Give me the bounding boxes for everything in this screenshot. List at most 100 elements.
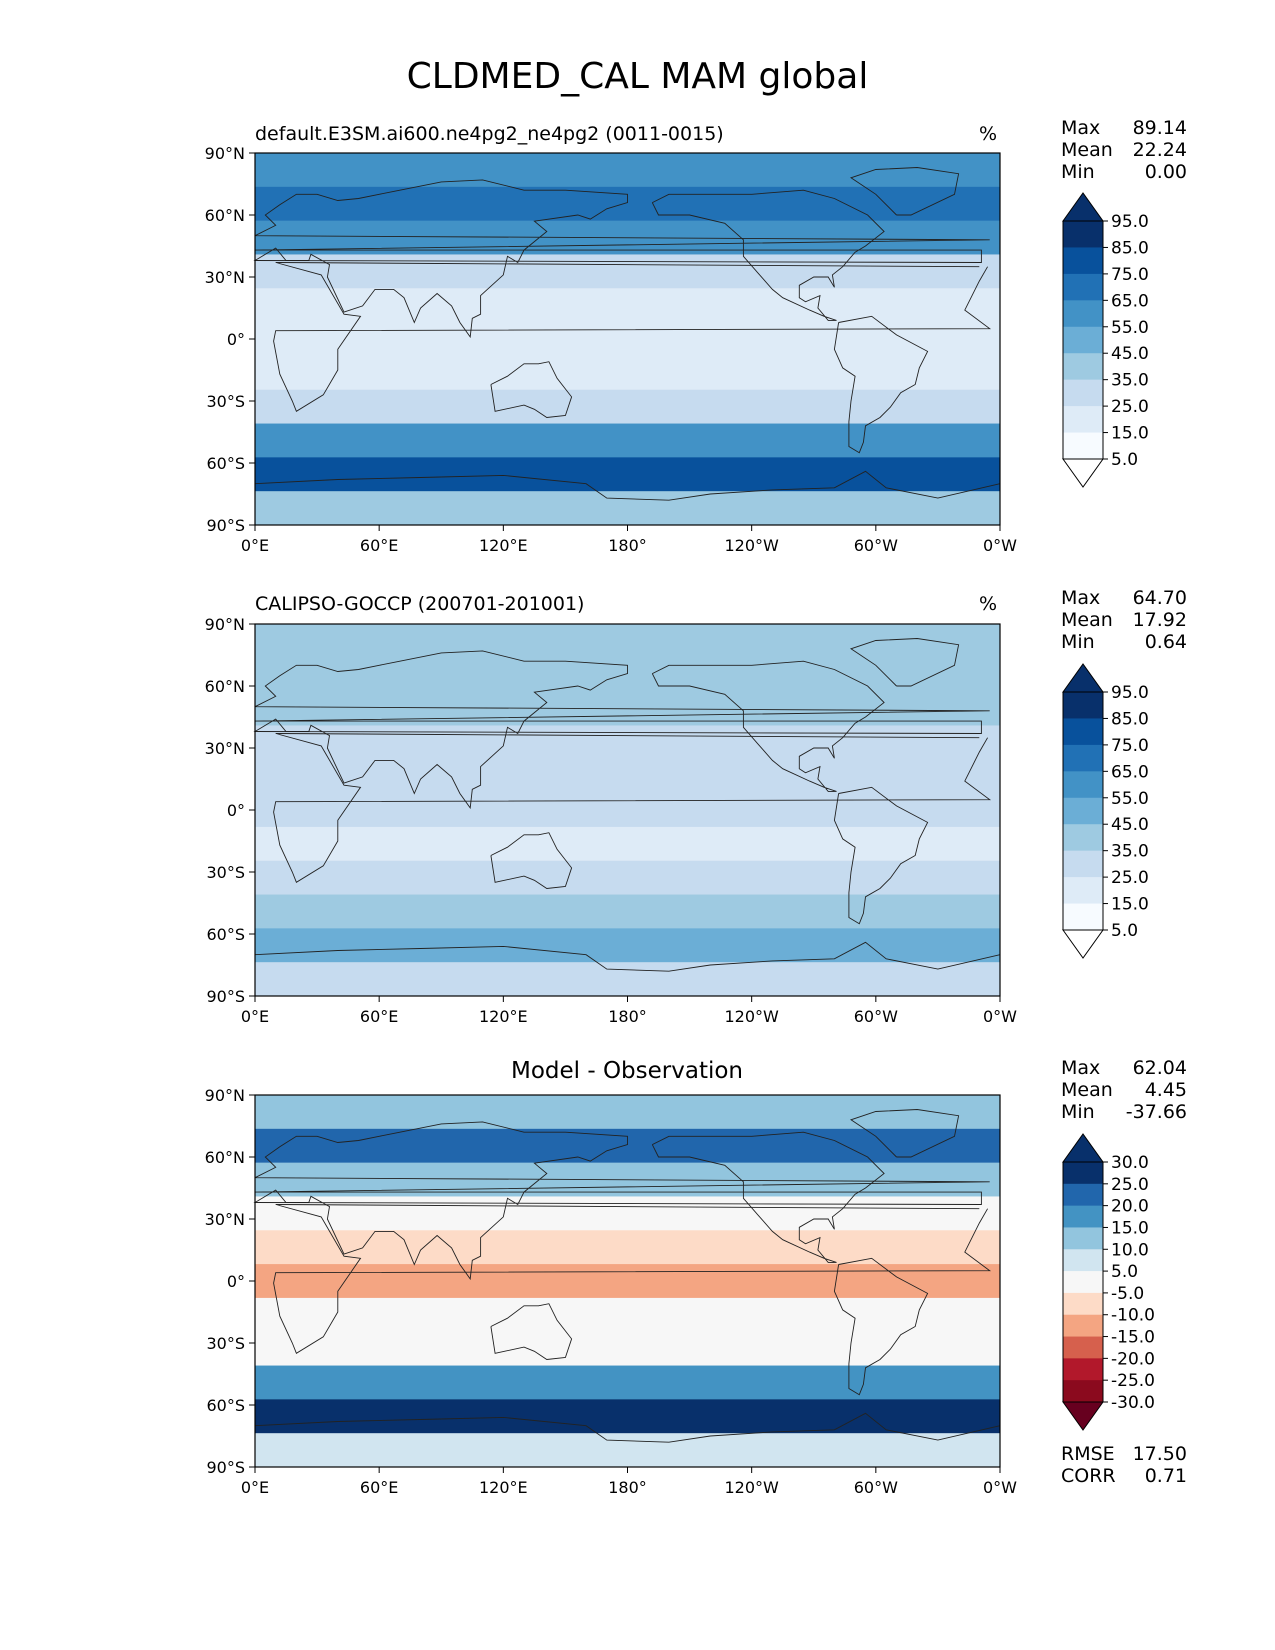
lon-tick-label: 0°W [983,1007,1017,1026]
colorbar-extend-top [1062,1133,1104,1163]
colorbar: 30.025.020.015.010.05.0-5.0-10.0-15.0-20… [1062,1133,1155,1431]
coastline [849,1109,960,1158]
field-band [255,1095,1000,1130]
lon-tick-label: 0°W [983,1478,1017,1497]
colorbar-segment [1063,1183,1103,1207]
coastline [651,1131,885,1263]
field-band [255,1331,1000,1367]
colorbar-label: -10.0 [1111,1306,1155,1326]
lon-tick-label: 120°W [724,1478,779,1497]
lat-tick-label: 90°S [206,516,245,535]
lon-tick-label: 180° [608,1007,647,1026]
lat-tick-label: 90°N [205,1086,245,1105]
coastline [273,733,992,883]
lat-tick-label: 0° [227,330,245,349]
colorbar-label: 85.0 [1111,709,1149,729]
field-band [255,657,1000,693]
colorbar-segment [1063,824,1103,852]
colorbar-label: 15.0 [1111,1218,1149,1238]
colorbar-segment [1063,1314,1103,1337]
colorbar-label: 5.0 [1111,921,1138,941]
colorbar-extend-top [1062,192,1104,222]
field-band [255,1264,1000,1299]
observation-panel-units: % [979,593,998,615]
field-band [255,759,1000,794]
colorbar-label: 15.0 [1111,424,1149,444]
field-band [255,1365,1000,1400]
field-band [255,1230,1000,1265]
coastline [833,315,929,454]
colorbar-segment [1063,1336,1103,1359]
colorbar-label: 85.0 [1111,238,1149,258]
colorbar-frame [1062,1161,1104,1403]
field-band [255,826,1000,862]
lon-tick-label: 60°W [854,536,898,555]
colorbar-label: -25.0 [1111,1371,1155,1391]
lat-tick-label: 0° [227,801,245,820]
colorbar-segment [1063,744,1103,772]
colorbar: 95.0 85.0 75.0 65.0 55.0 45.0 35.0 25.0 15.0 5.0 [1062,192,1149,488]
field-band [255,491,1000,526]
lon-tick-label: 120°E [479,1478,528,1497]
field-band [255,153,1000,188]
colorbar-segment [1063,692,1103,719]
colorbar-segment [1063,1292,1103,1316]
colorbar-label: 55.0 [1111,789,1149,809]
lon-tick-label: 60°W [854,1007,898,1026]
colorbar-label: 65.0 [1111,291,1149,311]
coastline [651,189,885,321]
stat-rmse-value: 17.50 [1132,1443,1187,1465]
stat-mean-label: Mean [1061,139,1113,161]
field-band [255,1297,1000,1333]
colorbar-extend-bottom [1062,1401,1104,1431]
colorbar-extend-bottom [1062,458,1104,488]
field-band [255,254,1000,289]
colorbar-label: 5.0 [1111,450,1138,470]
stat-max-value: 62.04 [1132,1057,1187,1079]
colorbar-segment [1063,850,1103,878]
lat-tick-label: 90°N [205,144,245,163]
lat-tick-label: 90°S [206,1458,245,1477]
coastline [490,832,573,889]
lat-tick-label: 60°S [206,925,245,944]
lon-tick-label: 60°E [360,1007,398,1026]
lon-tick-label: 180° [608,536,647,555]
colorbar-segment [1063,1205,1103,1228]
lon-tick-label: 60°E [360,1478,398,1497]
stat-min-value: 0.64 [1144,631,1187,653]
lon-tick-label: 60°E [360,536,398,555]
coastline [273,262,992,412]
lat-tick-label: 0° [227,1272,245,1291]
map-panel: 0°E 60°E 120°E 180° 120°W 60°W 0°W 90°N 60°N 30°N… [205,1086,1018,1497]
colorbar-label: 5.0 [1111,1262,1138,1282]
coastline [253,650,990,810]
field-band [255,793,1000,828]
field-band [255,1196,1000,1231]
model-panel-title: default.E3SM.ai600.ne4pg2_ne4pg2 (0011-0… [255,123,724,145]
stat-corr-label: CORR [1061,1465,1116,1487]
lat-tick-label: 90°S [206,987,245,1006]
colorbar-label: 95.0 [1111,212,1149,232]
lat-tick-label: 60°S [206,1396,245,1415]
coastline [849,167,960,216]
colorbar-segment [1063,1380,1103,1403]
stat-max-label: Max [1061,117,1101,139]
colorbar-segment [1063,273,1103,301]
field-band [255,288,1000,323]
field-band [255,186,1000,222]
colorbar-label: 20.0 [1111,1197,1149,1217]
model-panel-units: % [979,123,998,145]
coastline [490,361,573,418]
stat-min-label: Min [1061,631,1095,653]
colorbar-label: 25.0 [1111,397,1149,417]
colorbar-label: -5.0 [1111,1284,1144,1304]
field-band [255,457,1000,492]
lon-tick-label: 120°W [724,1007,779,1026]
colorbar: 95.0 85.0 75.0 65.0 55.0 45.0 35.0 25.0 15.0 5.0 [1062,663,1149,959]
colorbar-label: 75.0 [1111,265,1149,285]
lat-tick-label: 30°S [206,392,245,411]
lat-tick-label: 90°N [205,615,245,634]
colorbar-segment [1063,353,1103,381]
lon-tick-label: 0°W [983,536,1017,555]
